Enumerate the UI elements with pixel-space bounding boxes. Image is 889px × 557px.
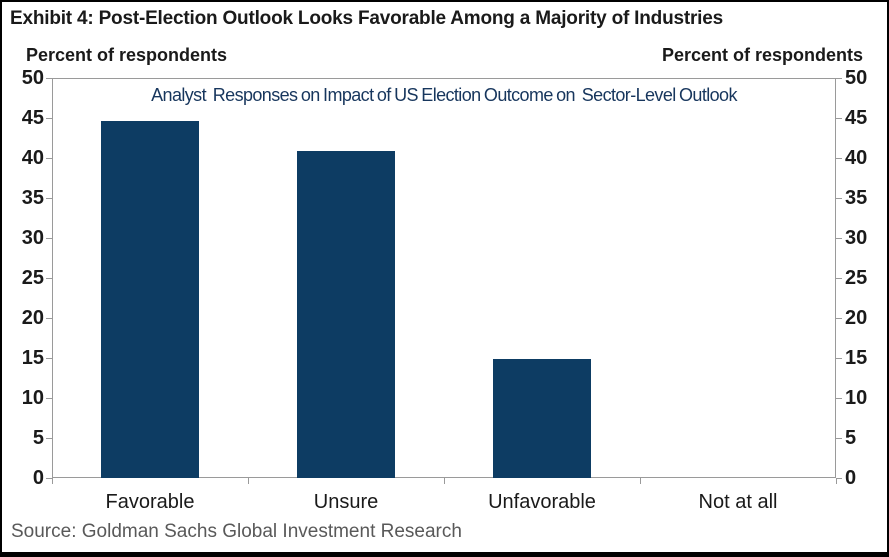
y-axis-title-left: Percent of respondents bbox=[26, 45, 228, 65]
y-tick-mark-left bbox=[46, 477, 52, 479]
y-tick-label-right: 45 bbox=[845, 107, 868, 129]
y-tick-mark-left bbox=[46, 317, 52, 319]
y-tick-mark-right bbox=[836, 357, 842, 359]
y-tick-mark-left bbox=[46, 357, 52, 359]
y-tick-label-left: 35 bbox=[21, 187, 44, 209]
y-tick-mark-left bbox=[46, 397, 52, 399]
y-tick-label-left: 10 bbox=[21, 387, 44, 409]
y-tick-label-right: 25 bbox=[845, 267, 868, 289]
x-category-label: Not at all bbox=[698, 491, 778, 513]
x-category-label: Unsure bbox=[313, 491, 379, 513]
y-tick-mark-right bbox=[836, 277, 842, 279]
bar-unsure bbox=[297, 150, 395, 478]
bar-favorable bbox=[101, 121, 199, 478]
y-tick-label-left: 5 bbox=[32, 427, 44, 449]
y-tick-label-left: 15 bbox=[21, 347, 44, 369]
y-tick-label-right: 15 bbox=[845, 347, 868, 369]
y-tick-mark-right bbox=[836, 477, 842, 479]
y-tick-label-left: 50 bbox=[21, 67, 44, 89]
y-tick-mark-left bbox=[46, 277, 52, 279]
y-tick-label-left: 0 bbox=[32, 467, 44, 489]
exhibit-title: Exhibit 4: Post-Election Outlook Looks F… bbox=[10, 8, 723, 29]
bar-unfavorable bbox=[493, 358, 591, 478]
y-tick-mark-left bbox=[46, 77, 52, 79]
y-tick-mark-left bbox=[46, 157, 52, 159]
y-tick-mark-left bbox=[46, 437, 52, 439]
y-tick-label-left: 20 bbox=[21, 307, 44, 329]
y-tick-label-right: 40 bbox=[845, 147, 868, 169]
y-tick-mark-right bbox=[836, 437, 842, 439]
x-tick-mark bbox=[836, 478, 837, 484]
x-category-label: Favorable bbox=[105, 491, 195, 513]
y-tick-mark-right bbox=[836, 117, 842, 119]
y-tick-mark-left bbox=[46, 117, 52, 119]
x-tick-mark bbox=[444, 478, 445, 484]
x-tick-mark bbox=[640, 478, 641, 484]
y-tick-label-left: 40 bbox=[21, 147, 44, 169]
y-tick-mark-left bbox=[46, 197, 52, 199]
y-tick-label-right: 0 bbox=[845, 467, 857, 489]
y-tick-label-right: 50 bbox=[845, 67, 868, 89]
x-tick-mark bbox=[52, 478, 53, 484]
x-tick-mark bbox=[248, 478, 249, 484]
y-tick-mark-right bbox=[836, 397, 842, 399]
y-tick-label-right: 35 bbox=[845, 187, 868, 209]
x-category-label: Unfavorable bbox=[488, 491, 596, 513]
y-tick-label-right: 10 bbox=[845, 387, 868, 409]
y-tick-label-left: 45 bbox=[21, 107, 44, 129]
y-tick-label-left: 25 bbox=[21, 267, 44, 289]
source-note: Source: Goldman Sachs Global Investment … bbox=[11, 521, 462, 542]
y-tick-mark-right bbox=[836, 157, 842, 159]
chart-subtitle: Analyst Responses on Impact of US Electi… bbox=[151, 85, 737, 105]
y-axis-title-right: Percent of respondents bbox=[661, 45, 863, 65]
y-tick-mark-right bbox=[836, 197, 842, 199]
y-tick-label-left: 30 bbox=[21, 227, 44, 249]
y-tick-mark-right bbox=[836, 237, 842, 239]
y-tick-label-right: 30 bbox=[845, 227, 868, 249]
y-tick-label-right: 5 bbox=[845, 427, 857, 449]
y-tick-label-right: 20 bbox=[845, 307, 868, 329]
y-tick-mark-left bbox=[46, 237, 52, 239]
y-tick-mark-right bbox=[836, 317, 842, 319]
y-tick-mark-right bbox=[836, 77, 842, 79]
